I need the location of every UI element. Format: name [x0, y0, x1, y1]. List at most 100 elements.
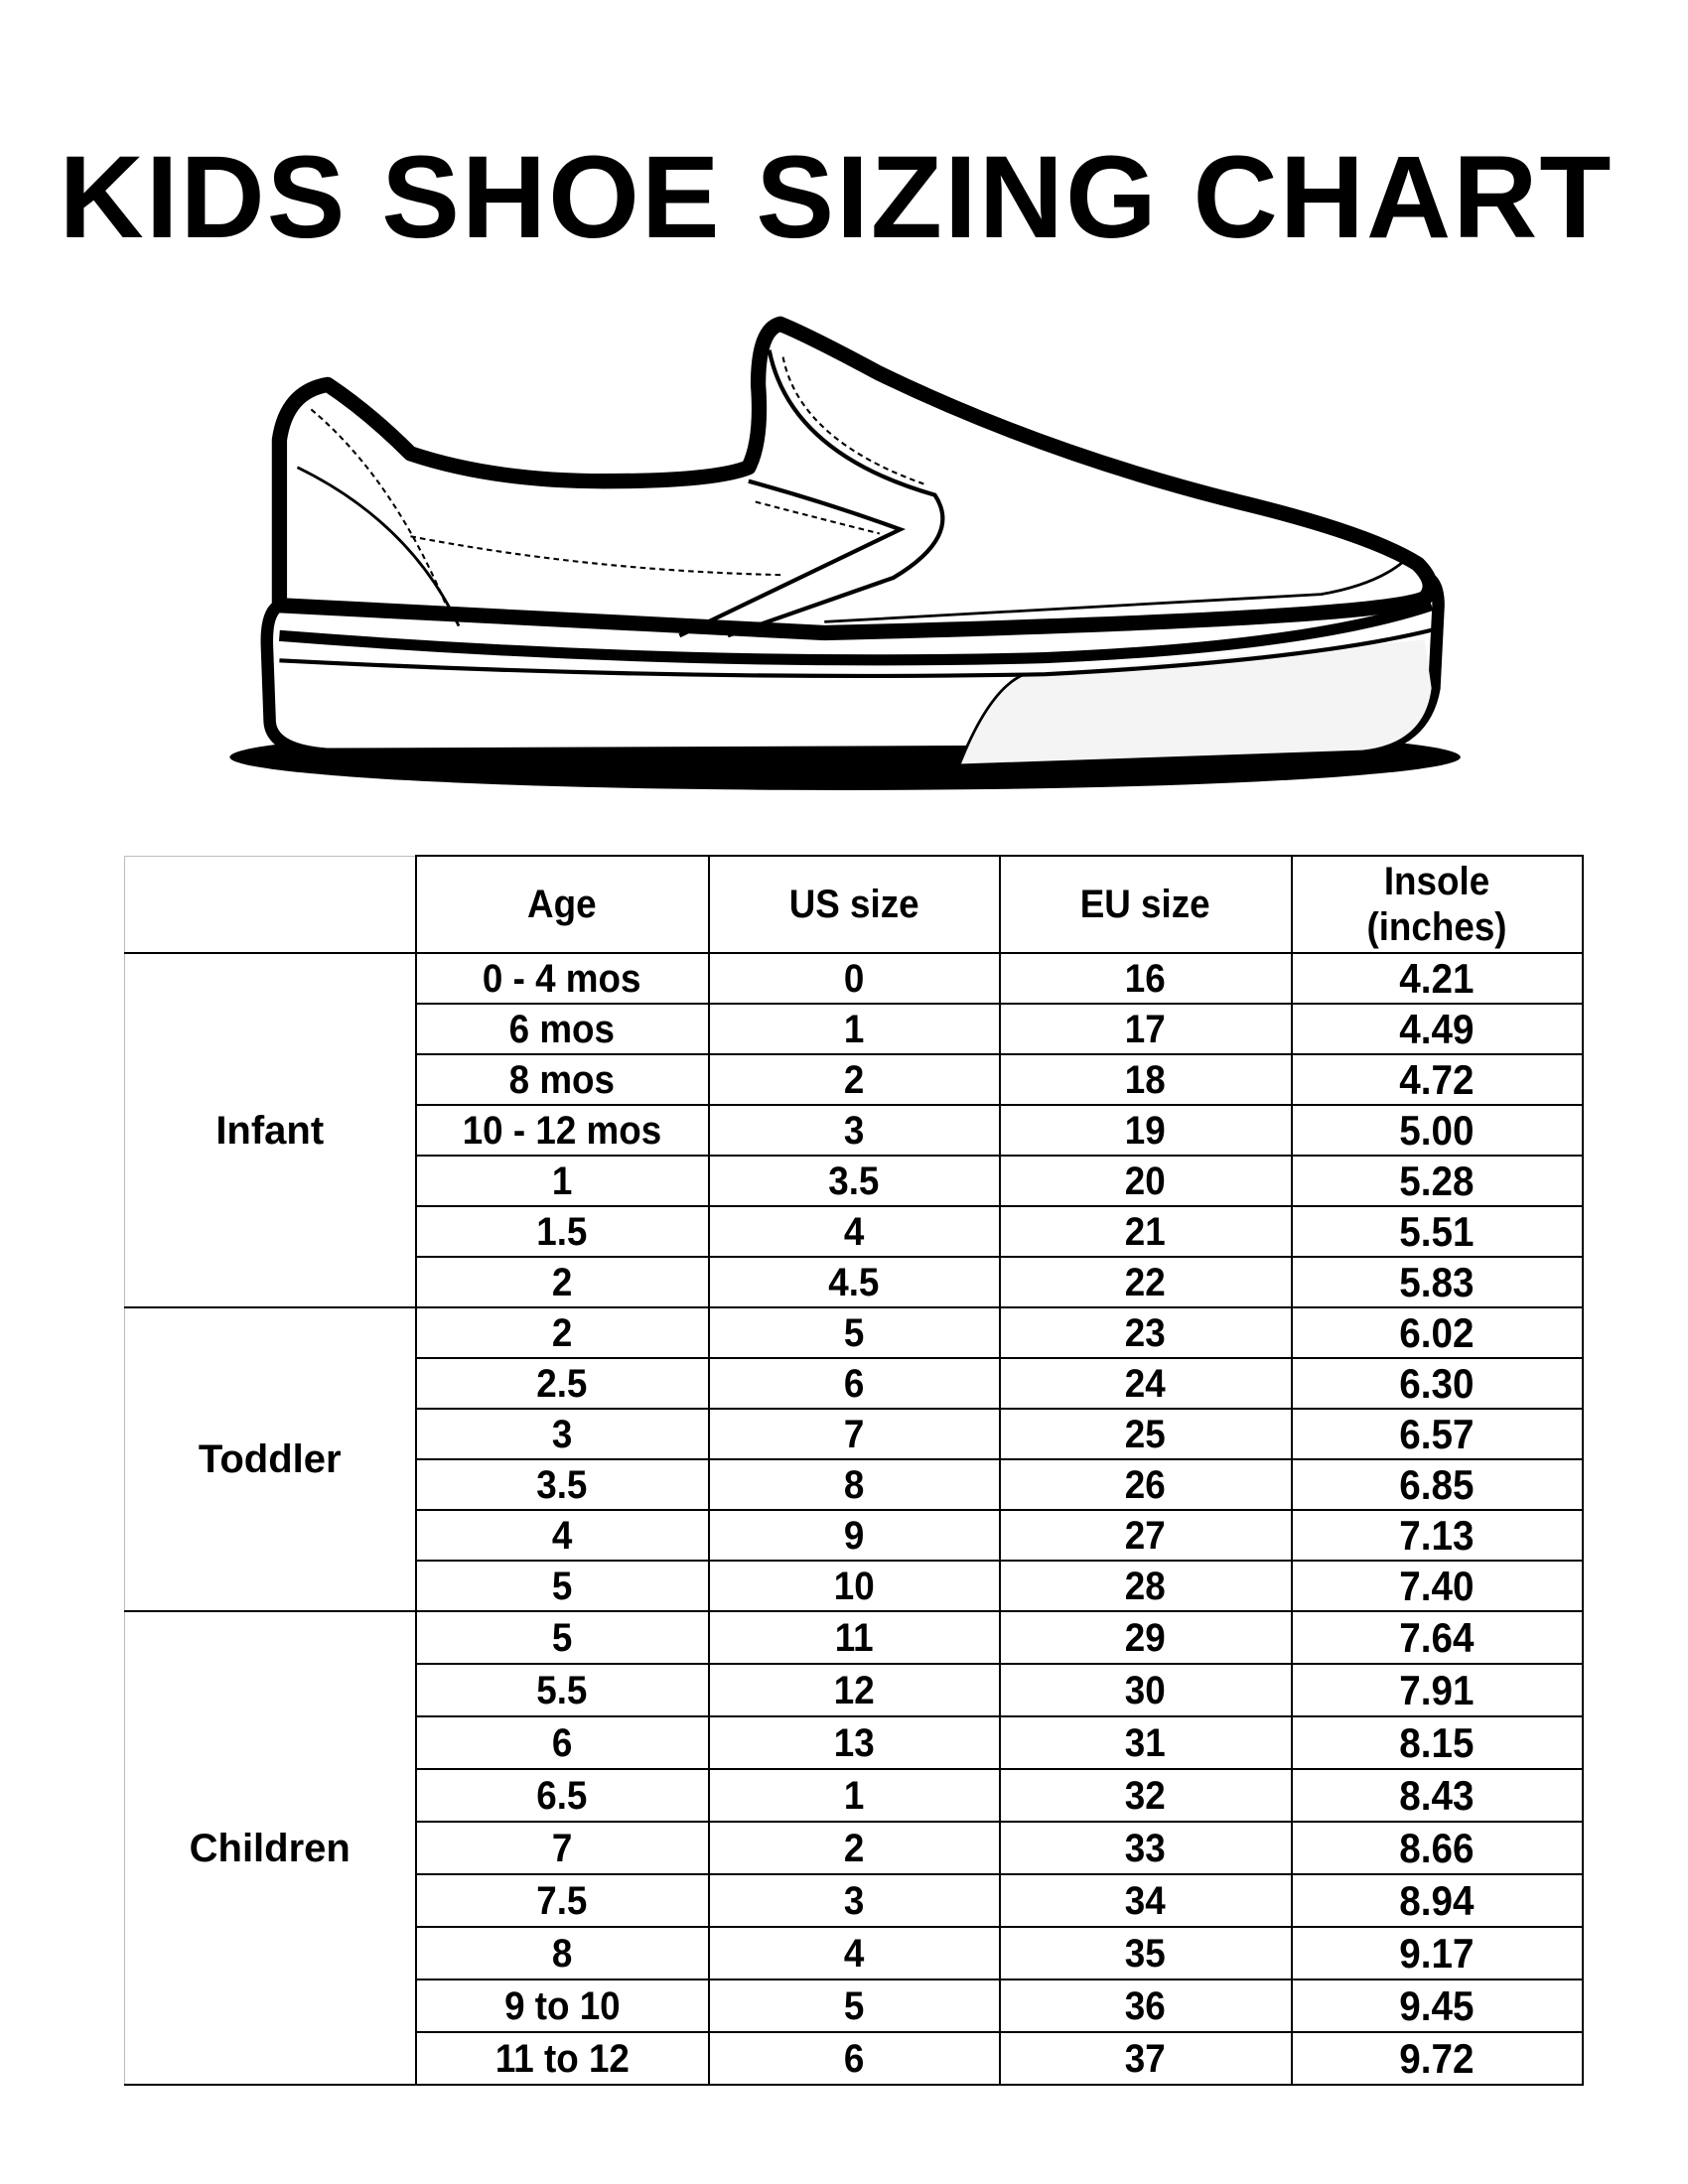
cell-value: 29: [1125, 1615, 1166, 1660]
cell-value: 5: [843, 1983, 865, 2028]
header-empty: [124, 855, 417, 954]
cell-value: 5.51: [1399, 1207, 1475, 1255]
cell-value: 8.94: [1399, 1876, 1475, 1924]
cell-eu-size: 24: [998, 1357, 1293, 1410]
cell-eu-size: 36: [998, 1979, 1293, 2033]
cell-value: 12: [833, 1668, 875, 1712]
cell-insole: 5.28: [1290, 1155, 1584, 1207]
cell-insole: 7.91: [1290, 1663, 1584, 1717]
cell-age: 2: [414, 1306, 710, 1359]
cell-us-size: 2: [707, 1053, 1001, 1106]
cell-eu-size: 28: [998, 1560, 1293, 1612]
cell-us-size: 10: [707, 1560, 1001, 1612]
cell-value: 5: [843, 1310, 865, 1355]
table-row: 6 mos 1 17 4.49: [125, 1003, 1584, 1055]
cell-value: 1.5: [536, 1209, 588, 1254]
cell-value: 7.40: [1399, 1562, 1475, 1609]
header-age: Age: [414, 855, 710, 954]
cell-value: 6.30: [1399, 1359, 1475, 1407]
cell-eu-size: 25: [998, 1408, 1293, 1460]
cell-value: 31: [1125, 1720, 1166, 1765]
cell-value: 1: [843, 1773, 865, 1818]
cell-insole: 5.83: [1290, 1256, 1584, 1308]
cell-us-size: 5: [707, 1979, 1001, 2033]
cell-us-size: 8: [707, 1458, 1001, 1511]
cell-us-size: 7: [707, 1408, 1001, 1460]
cell-value: 28: [1125, 1564, 1166, 1608]
cell-value: 9: [843, 1513, 865, 1558]
cell-value: 26: [1125, 1462, 1166, 1507]
cell-value: 13: [833, 1720, 875, 1765]
table-row: 3 7 25 6.57: [125, 1408, 1584, 1460]
cell-value: 8.43: [1399, 1771, 1475, 1819]
cell-value: 6: [843, 2036, 865, 2081]
cell-value: 5: [551, 1564, 573, 1608]
cell-value: 18: [1125, 1057, 1166, 1102]
cell-value: 24: [1125, 1361, 1166, 1406]
cell-age: 6: [414, 1715, 710, 1770]
cell-eu-size: 21: [998, 1205, 1293, 1258]
cell-value: 6.85: [1399, 1460, 1475, 1508]
cell-value: 22: [1125, 1260, 1166, 1304]
cell-value: 23: [1125, 1310, 1166, 1355]
cell-value: 6.02: [1399, 1308, 1475, 1356]
cell-value: 6 mos: [508, 1007, 616, 1051]
cell-age: 2.5: [414, 1357, 710, 1410]
heel-seam: [296, 466, 461, 627]
cell-us-size: 2: [707, 1821, 1001, 1875]
cell-value: 9.72: [1399, 2034, 1475, 2082]
cell-value: 37: [1125, 2036, 1166, 2081]
cell-insole: 7.64: [1290, 1610, 1584, 1665]
table-row: 9 to 10 5 36 9.45: [125, 1979, 1584, 2033]
cell-age: 11 to 12: [414, 2031, 710, 2086]
cell-age: 4: [414, 1509, 710, 1562]
cell-age: 8 mos: [414, 1053, 710, 1106]
cell-value: 2.5: [536, 1361, 588, 1406]
cell-us-size: 12: [707, 1663, 1001, 1717]
cell-age: 7: [414, 1821, 710, 1875]
cell-eu-size: 29: [998, 1610, 1293, 1665]
cell-insole: 8.94: [1290, 1873, 1584, 1928]
cell-value: 4: [843, 1931, 865, 1976]
cell-value: 2: [843, 1826, 865, 1870]
cell-us-size: 4: [707, 1926, 1001, 1980]
header-label: EU size: [1080, 883, 1210, 926]
cell-value: 7: [843, 1412, 865, 1456]
cell-eu-size: 27: [998, 1509, 1293, 1562]
cell-insole: 4.72: [1290, 1053, 1584, 1106]
cell-value: 19: [1125, 1108, 1166, 1153]
cell-us-size: 1: [707, 1003, 1001, 1055]
cell-value: 27: [1125, 1513, 1166, 1558]
elastic-gore: [678, 349, 945, 638]
cell-value: 10 - 12 mos: [462, 1108, 662, 1153]
cell-value: 8.66: [1399, 1824, 1475, 1871]
table-row: 1.5 4 21 5.51: [125, 1205, 1584, 1258]
cell-insole: 4.21: [1290, 952, 1584, 1005]
cell-us-size: 5: [707, 1306, 1001, 1359]
cell-eu-size: 35: [998, 1926, 1293, 1980]
header-label: Age: [527, 883, 597, 926]
category-toddler: Toddler: [124, 1306, 417, 1612]
cell-insole: 6.85: [1290, 1458, 1584, 1511]
cell-value: 5.28: [1399, 1157, 1475, 1204]
cell-age: 5: [414, 1610, 710, 1665]
header-row: Age US size EU size Insole (inches): [124, 855, 1584, 954]
table-row: 6 13 31 8.15: [125, 1715, 1584, 1770]
cell-eu-size: 18: [998, 1053, 1293, 1106]
cell-eu-size: 34: [998, 1873, 1293, 1928]
cell-age: 5.5: [414, 1663, 710, 1717]
cell-value: 7: [551, 1826, 573, 1870]
cell-value: 4: [551, 1513, 573, 1558]
cell-insole: 9.17: [1290, 1926, 1584, 1980]
cell-insole: 4.49: [1290, 1003, 1584, 1055]
cell-age: 3.5: [414, 1458, 710, 1511]
cell-value: 9.17: [1399, 1929, 1475, 1977]
cell-value: 2: [551, 1310, 573, 1355]
cell-eu-size: 20: [998, 1155, 1293, 1207]
cell-value: 5.83: [1399, 1258, 1475, 1305]
category-infant: Infant: [124, 952, 417, 1308]
cell-value: 3: [843, 1878, 865, 1923]
header-label: US size: [788, 883, 919, 926]
cell-age: 6 mos: [414, 1003, 710, 1055]
cell-value: 32: [1125, 1773, 1166, 1818]
